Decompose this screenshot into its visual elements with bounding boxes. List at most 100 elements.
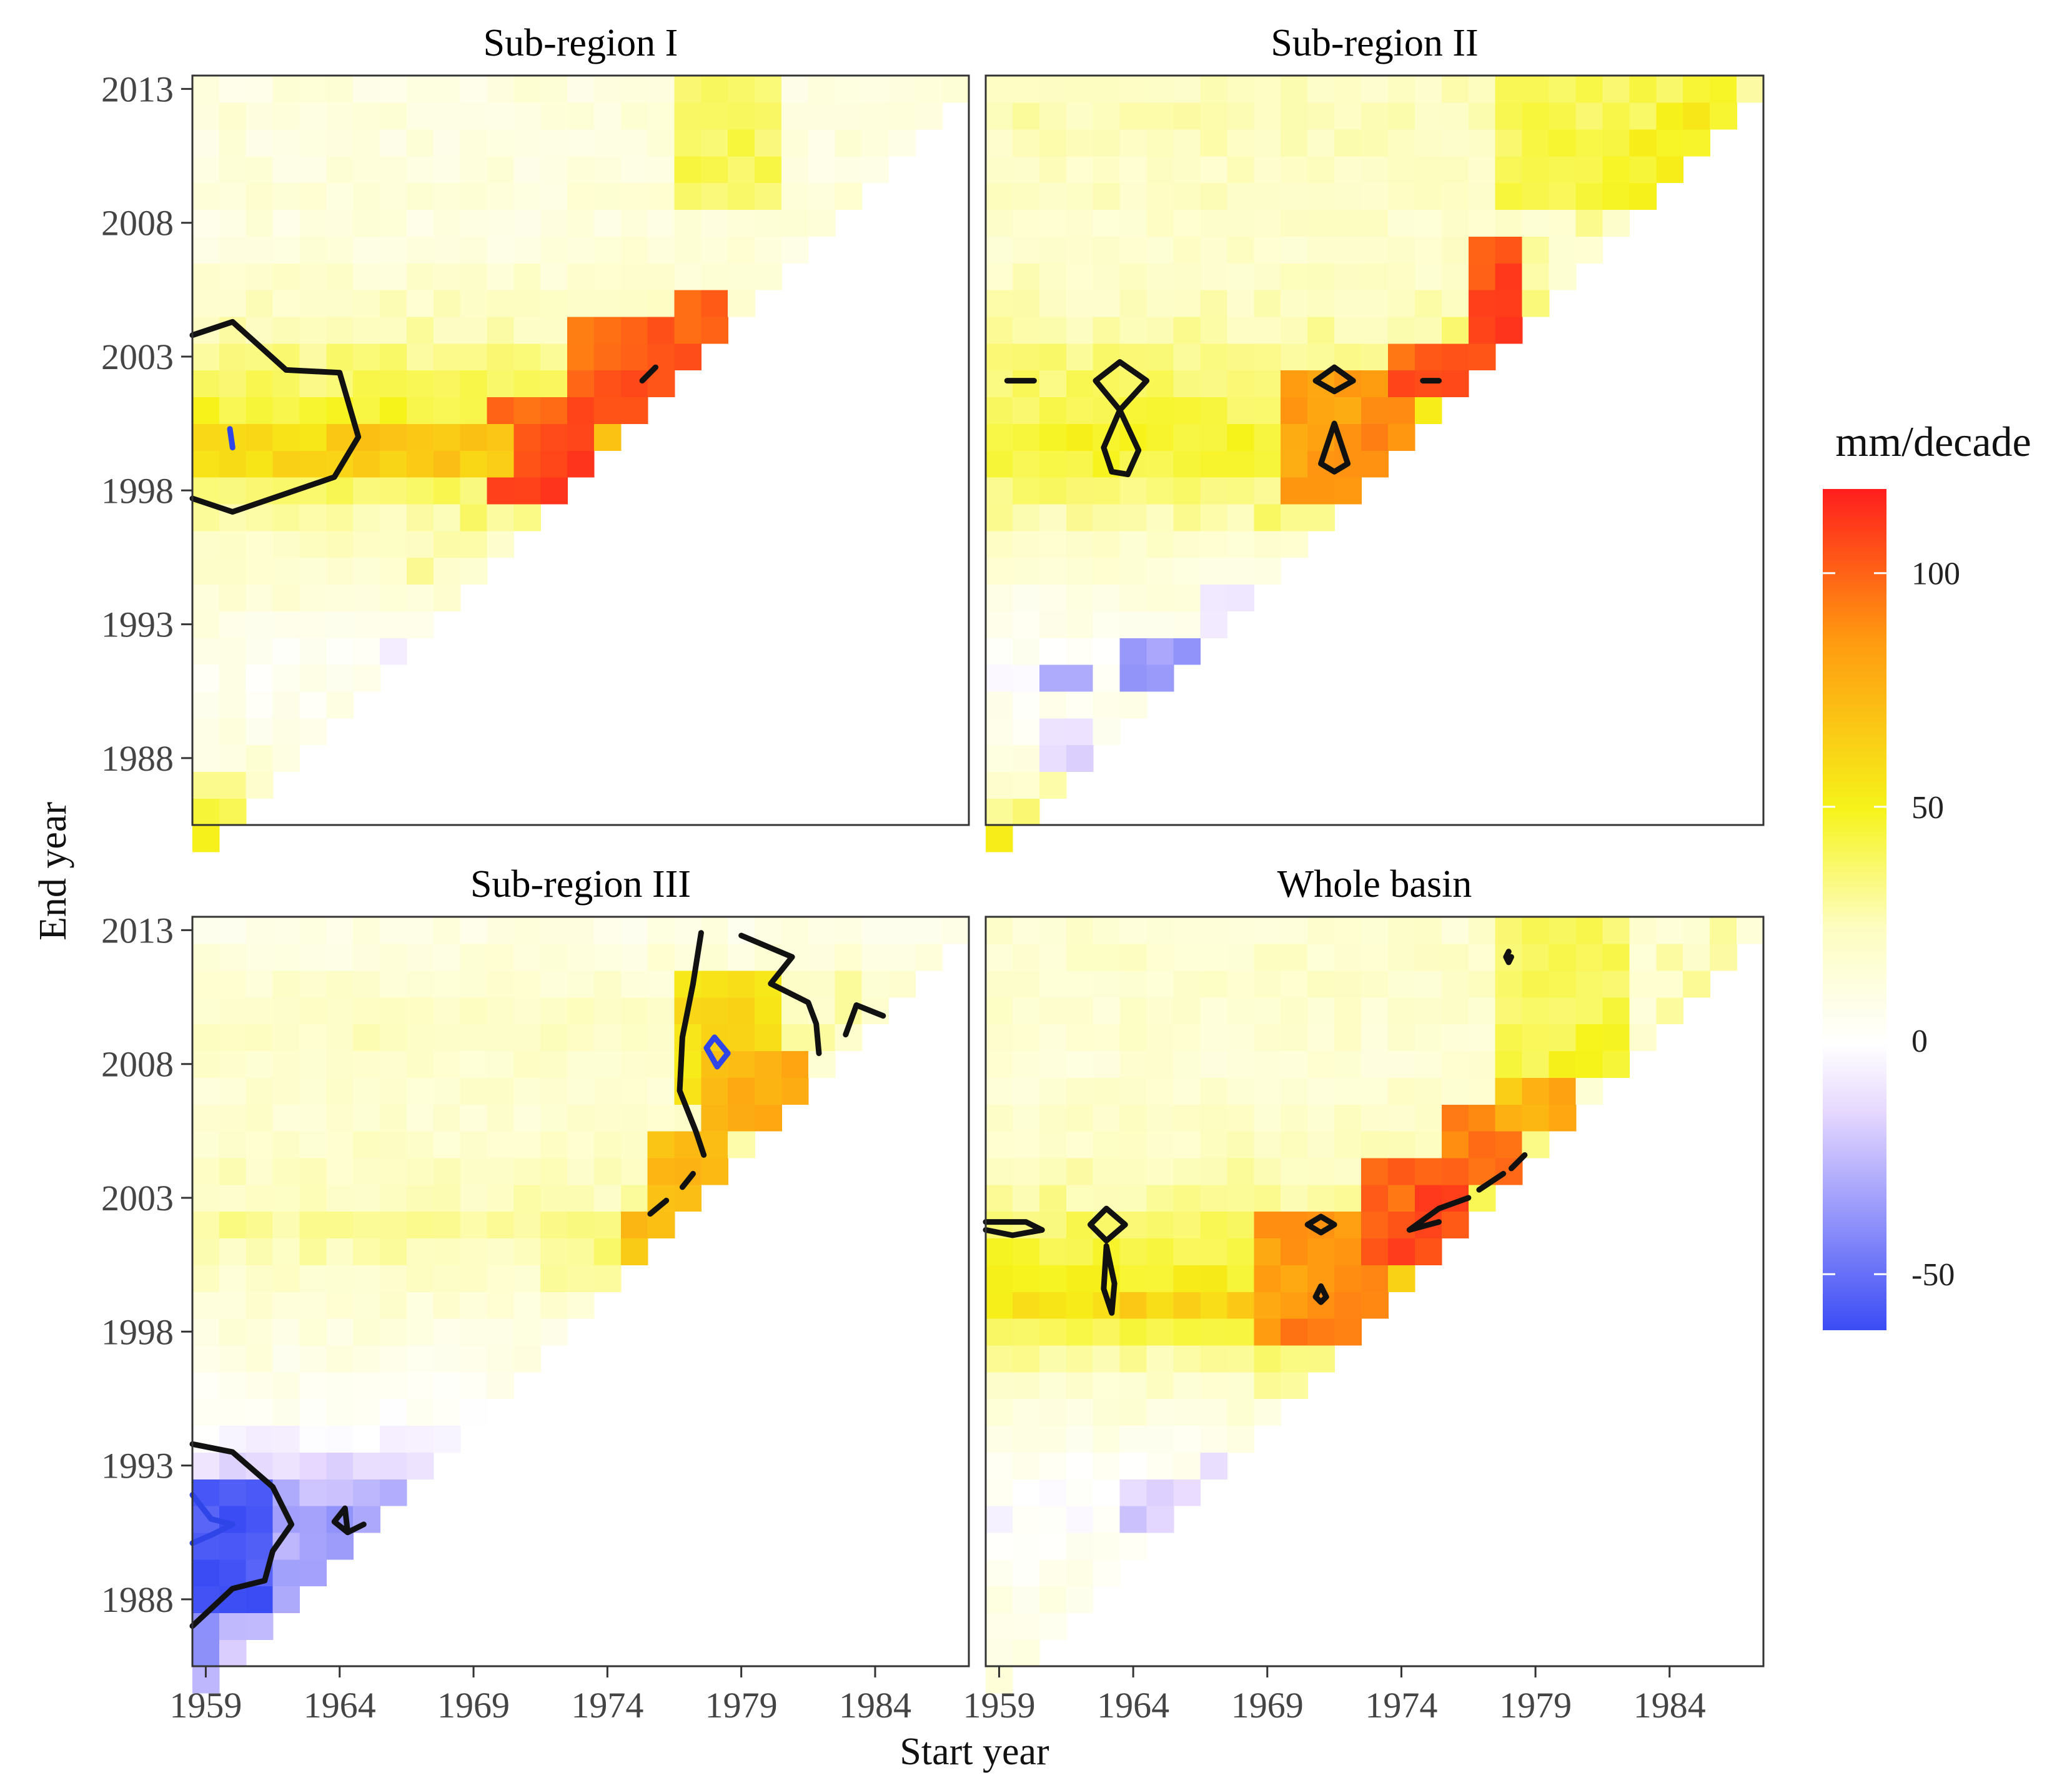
heatmap-cell <box>1173 343 1201 371</box>
heatmap-cell <box>487 1318 515 1346</box>
heatmap-cell <box>1039 236 1067 264</box>
heatmap-cell <box>299 263 327 290</box>
heatmap-cell <box>487 450 515 478</box>
heatmap-cell <box>701 943 729 971</box>
heatmap-cell <box>353 477 380 505</box>
heatmap-cell <box>245 1265 274 1292</box>
heatmap-cell <box>245 1425 274 1453</box>
heatmap-cell <box>406 1265 434 1292</box>
heatmap-cell <box>986 397 1013 424</box>
heatmap-cell <box>1093 1398 1121 1426</box>
heatmap-cell <box>1039 1425 1067 1453</box>
heatmap-cell <box>915 76 943 103</box>
heatmap-cell <box>1200 423 1228 451</box>
heatmap-cell <box>1549 1104 1577 1132</box>
heatmap-cell <box>781 1077 809 1105</box>
heatmap-cell <box>192 343 220 371</box>
heatmap-cell <box>353 1077 380 1105</box>
heatmap-cell <box>1227 423 1255 451</box>
heatmap-cell <box>1387 1024 1415 1052</box>
heatmap-cell <box>1281 503 1308 531</box>
heatmap-cell <box>986 1024 1013 1052</box>
heatmap-cell <box>1441 943 1469 971</box>
heatmap-cell <box>1656 917 1684 944</box>
heatmap-cell <box>326 1050 354 1078</box>
heatmap-cell <box>1254 1077 1282 1105</box>
panels: Sub-region I198819931998200320082013Sub-… <box>101 22 1765 1726</box>
heatmap-cell <box>1173 263 1201 290</box>
heatmap-cell <box>593 343 622 371</box>
heatmap-cell <box>674 156 702 184</box>
contours <box>189 319 658 515</box>
panel-title: Sub-region II <box>1271 22 1478 64</box>
heatmap-cell <box>540 917 568 944</box>
heatmap-cell <box>1039 771 1067 799</box>
heatmap-cell <box>1334 970 1362 998</box>
heatmap-cell <box>433 1292 461 1319</box>
heatmap-cell <box>1227 1184 1255 1212</box>
heatmap-cell <box>674 236 702 264</box>
heatmap-cell <box>540 943 568 971</box>
heatmap-cell <box>192 263 220 290</box>
heatmap-cell <box>353 316 380 344</box>
heatmap-cell <box>1066 1292 1094 1319</box>
heatmap-cell <box>1227 997 1255 1025</box>
heatmap-cell <box>1468 316 1496 344</box>
heatmap-cell <box>1200 611 1228 638</box>
heatmap-cell <box>326 1024 354 1052</box>
heatmap-cell <box>1173 209 1201 237</box>
heatmap-cell <box>245 370 274 398</box>
heatmap-cell <box>433 129 461 157</box>
heatmap-cell <box>1200 1452 1228 1479</box>
heatmap-cell <box>1200 102 1228 130</box>
heatmap-cell <box>1119 584 1148 611</box>
heatmap-cell <box>1361 76 1389 103</box>
heatmap-cell <box>1173 156 1201 184</box>
heatmap-cell <box>647 316 675 344</box>
heatmap-cell <box>1656 156 1684 184</box>
heatmap-cell <box>1012 1104 1040 1132</box>
heatmap-cell <box>1522 182 1550 210</box>
heatmap-cell <box>1039 397 1067 424</box>
heatmap-cell <box>406 236 434 264</box>
y-tick-label: 2008 <box>101 1044 174 1085</box>
heatmap-cell <box>620 1184 648 1212</box>
heatmap-cell <box>1227 1104 1255 1132</box>
heatmap-cell <box>1066 1505 1094 1533</box>
heatmap-cell <box>1039 1238 1067 1265</box>
heatmap-cell <box>755 1024 782 1052</box>
heatmap-cell <box>1468 102 1496 130</box>
heatmap-cell <box>406 530 434 558</box>
heatmap-cell <box>272 1077 300 1105</box>
heatmap-cell <box>1281 1024 1308 1052</box>
heatmap-cell <box>674 289 702 317</box>
heatmap-cell <box>1119 1184 1148 1212</box>
heatmap-cell <box>1495 997 1523 1025</box>
heatmap-cell <box>380 397 407 424</box>
heatmap-cell <box>1387 1265 1415 1292</box>
heatmap-cell <box>326 129 354 157</box>
heatmap-cell <box>245 1238 274 1265</box>
heatmap-cell <box>272 744 300 773</box>
heatmap-cell <box>272 691 300 719</box>
heatmap-cell <box>1495 156 1523 184</box>
heatmap-cell <box>620 970 648 998</box>
heatmap-cell <box>540 477 568 505</box>
heatmap-cell <box>1468 1024 1496 1052</box>
heatmap-cell <box>728 943 755 971</box>
heatmap-cell <box>1012 943 1040 971</box>
heatmap-cell <box>1549 102 1577 130</box>
heatmap-cell <box>1281 1318 1308 1346</box>
heatmap-cell <box>192 102 220 130</box>
heatmap-cell <box>593 1157 622 1185</box>
heatmap-cell <box>1119 1505 1148 1533</box>
contours <box>189 930 886 1629</box>
heatmap-cell <box>1093 503 1121 531</box>
heatmap-cell <box>192 798 220 826</box>
heatmap-cell <box>433 1104 461 1132</box>
heatmap-cell <box>487 209 515 237</box>
heatmap-cell <box>245 209 274 237</box>
heatmap-cell <box>1173 584 1201 611</box>
heatmap-cell <box>1334 1024 1362 1052</box>
heatmap-cell <box>1066 503 1094 531</box>
